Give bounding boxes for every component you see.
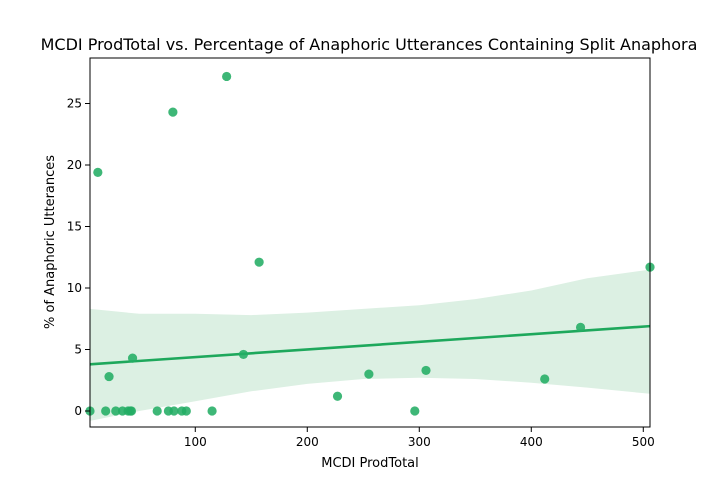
x-tick-label: 400 bbox=[520, 435, 543, 449]
data-point bbox=[126, 406, 137, 416]
x-tick-label: 200 bbox=[296, 435, 319, 449]
scatter-points-layer bbox=[85, 71, 655, 416]
data-point bbox=[207, 406, 217, 416]
data-point bbox=[169, 406, 179, 416]
data-point bbox=[364, 369, 374, 379]
data-point bbox=[238, 349, 249, 360]
x-tick-label: 500 bbox=[632, 435, 655, 449]
data-point bbox=[93, 167, 103, 177]
data-point bbox=[222, 71, 232, 82]
regression-line bbox=[89, 324, 651, 366]
x-axis-label: MCDI ProdTotal bbox=[321, 456, 419, 471]
axes-frame bbox=[89, 57, 651, 428]
chart-title: MCDI ProdTotal vs. Percentage of Anaphor… bbox=[41, 35, 698, 54]
data-point bbox=[127, 353, 138, 363]
data-point bbox=[104, 371, 114, 382]
x-tick-label: 100 bbox=[184, 435, 207, 449]
data-point bbox=[540, 374, 550, 384]
y-axis-label: % of Anaphoric Utterances bbox=[43, 155, 58, 329]
data-point bbox=[152, 406, 162, 416]
data-point bbox=[101, 406, 111, 416]
y-axis-ticks: 0 5 10 15 20 25 bbox=[67, 97, 90, 418]
x-axis-ticks: 100 200 300 400 500 bbox=[184, 427, 655, 449]
data-point bbox=[254, 257, 264, 267]
plot-frame bbox=[89, 57, 651, 428]
y-tick-label: 25 bbox=[67, 97, 82, 111]
data-point bbox=[332, 391, 343, 401]
data-point bbox=[181, 406, 191, 416]
y-tick-label: 10 bbox=[67, 281, 82, 295]
data-point bbox=[111, 406, 121, 416]
y-tick-label: 20 bbox=[67, 158, 82, 172]
data-point bbox=[168, 107, 178, 117]
regression-line-layer bbox=[89, 324, 651, 366]
y-tick-label: 5 bbox=[74, 343, 82, 357]
x-tick-label: 300 bbox=[408, 435, 431, 449]
data-point bbox=[575, 322, 586, 332]
y-tick-label: 15 bbox=[67, 220, 82, 234]
data-point bbox=[421, 365, 431, 376]
data-point bbox=[410, 406, 420, 416]
y-tick-label: 0 bbox=[74, 404, 82, 418]
